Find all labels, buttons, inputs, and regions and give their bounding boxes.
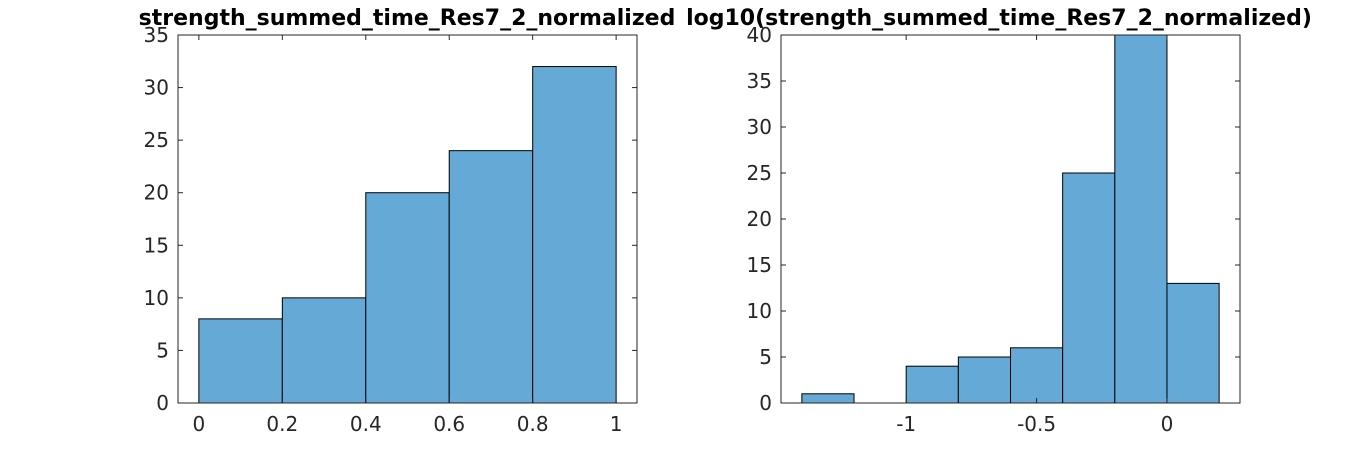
x-tick-label: 0 bbox=[192, 412, 205, 436]
histogram-bar bbox=[1114, 34, 1168, 404]
y-tick-label: 10 bbox=[144, 286, 169, 310]
y-tick-label: 35 bbox=[747, 69, 772, 93]
x-tick-label: 0 bbox=[1161, 412, 1174, 436]
y-tick-label: 0 bbox=[156, 391, 169, 415]
histogram-bar bbox=[957, 356, 1011, 404]
y-tick-label: 15 bbox=[747, 253, 772, 277]
histogram-bar bbox=[1166, 282, 1220, 404]
y-tick-label: 30 bbox=[144, 76, 169, 100]
x-tick-label: 1 bbox=[610, 412, 623, 436]
histogram-bar bbox=[801, 393, 855, 404]
histogram-bar bbox=[1062, 172, 1116, 404]
x-tick-label: 0.8 bbox=[517, 412, 549, 436]
histogram-bar bbox=[198, 318, 283, 404]
y-tick-label: 35 bbox=[144, 23, 169, 47]
histogram-bar bbox=[1010, 347, 1064, 404]
histogram-bar bbox=[365, 192, 450, 404]
histogram-bar bbox=[281, 297, 367, 404]
x-tick-label: -0.5 bbox=[1017, 412, 1056, 436]
y-tick-label: 40 bbox=[747, 23, 772, 47]
x-tick-label: -1 bbox=[896, 412, 916, 436]
axes-frame bbox=[177, 34, 638, 404]
y-tick-label: 0 bbox=[759, 391, 772, 415]
y-tick-label: 20 bbox=[747, 207, 772, 231]
y-tick-label: 5 bbox=[759, 345, 772, 369]
y-tick-label: 30 bbox=[747, 115, 772, 139]
y-tick-label: 15 bbox=[144, 233, 169, 257]
histogram-panel-linear: strength_summed_time_Res7_2_normalized 0… bbox=[139, 6, 676, 436]
x-tick-label: 0.6 bbox=[433, 412, 465, 436]
y-tick-label: 25 bbox=[144, 128, 169, 152]
histogram-panel-log10: log10(strength_summed_time_Res7_2_normal… bbox=[686, 6, 1312, 436]
y-tick-label: 25 bbox=[747, 161, 772, 185]
histogram-bar bbox=[448, 150, 534, 404]
histogram-bar bbox=[905, 365, 959, 404]
y-tick-label: 20 bbox=[144, 181, 169, 205]
x-tick-label: 0.2 bbox=[266, 412, 298, 436]
chart-title-linear: strength_summed_time_Res7_2_normalized bbox=[139, 6, 676, 31]
chart-title-log10: log10(strength_summed_time_Res7_2_normal… bbox=[686, 6, 1312, 31]
histogram-bar bbox=[532, 66, 617, 404]
y-tick-label: 5 bbox=[156, 338, 169, 362]
y-tick-label: 10 bbox=[747, 299, 772, 323]
x-tick-label: 0.4 bbox=[350, 412, 382, 436]
